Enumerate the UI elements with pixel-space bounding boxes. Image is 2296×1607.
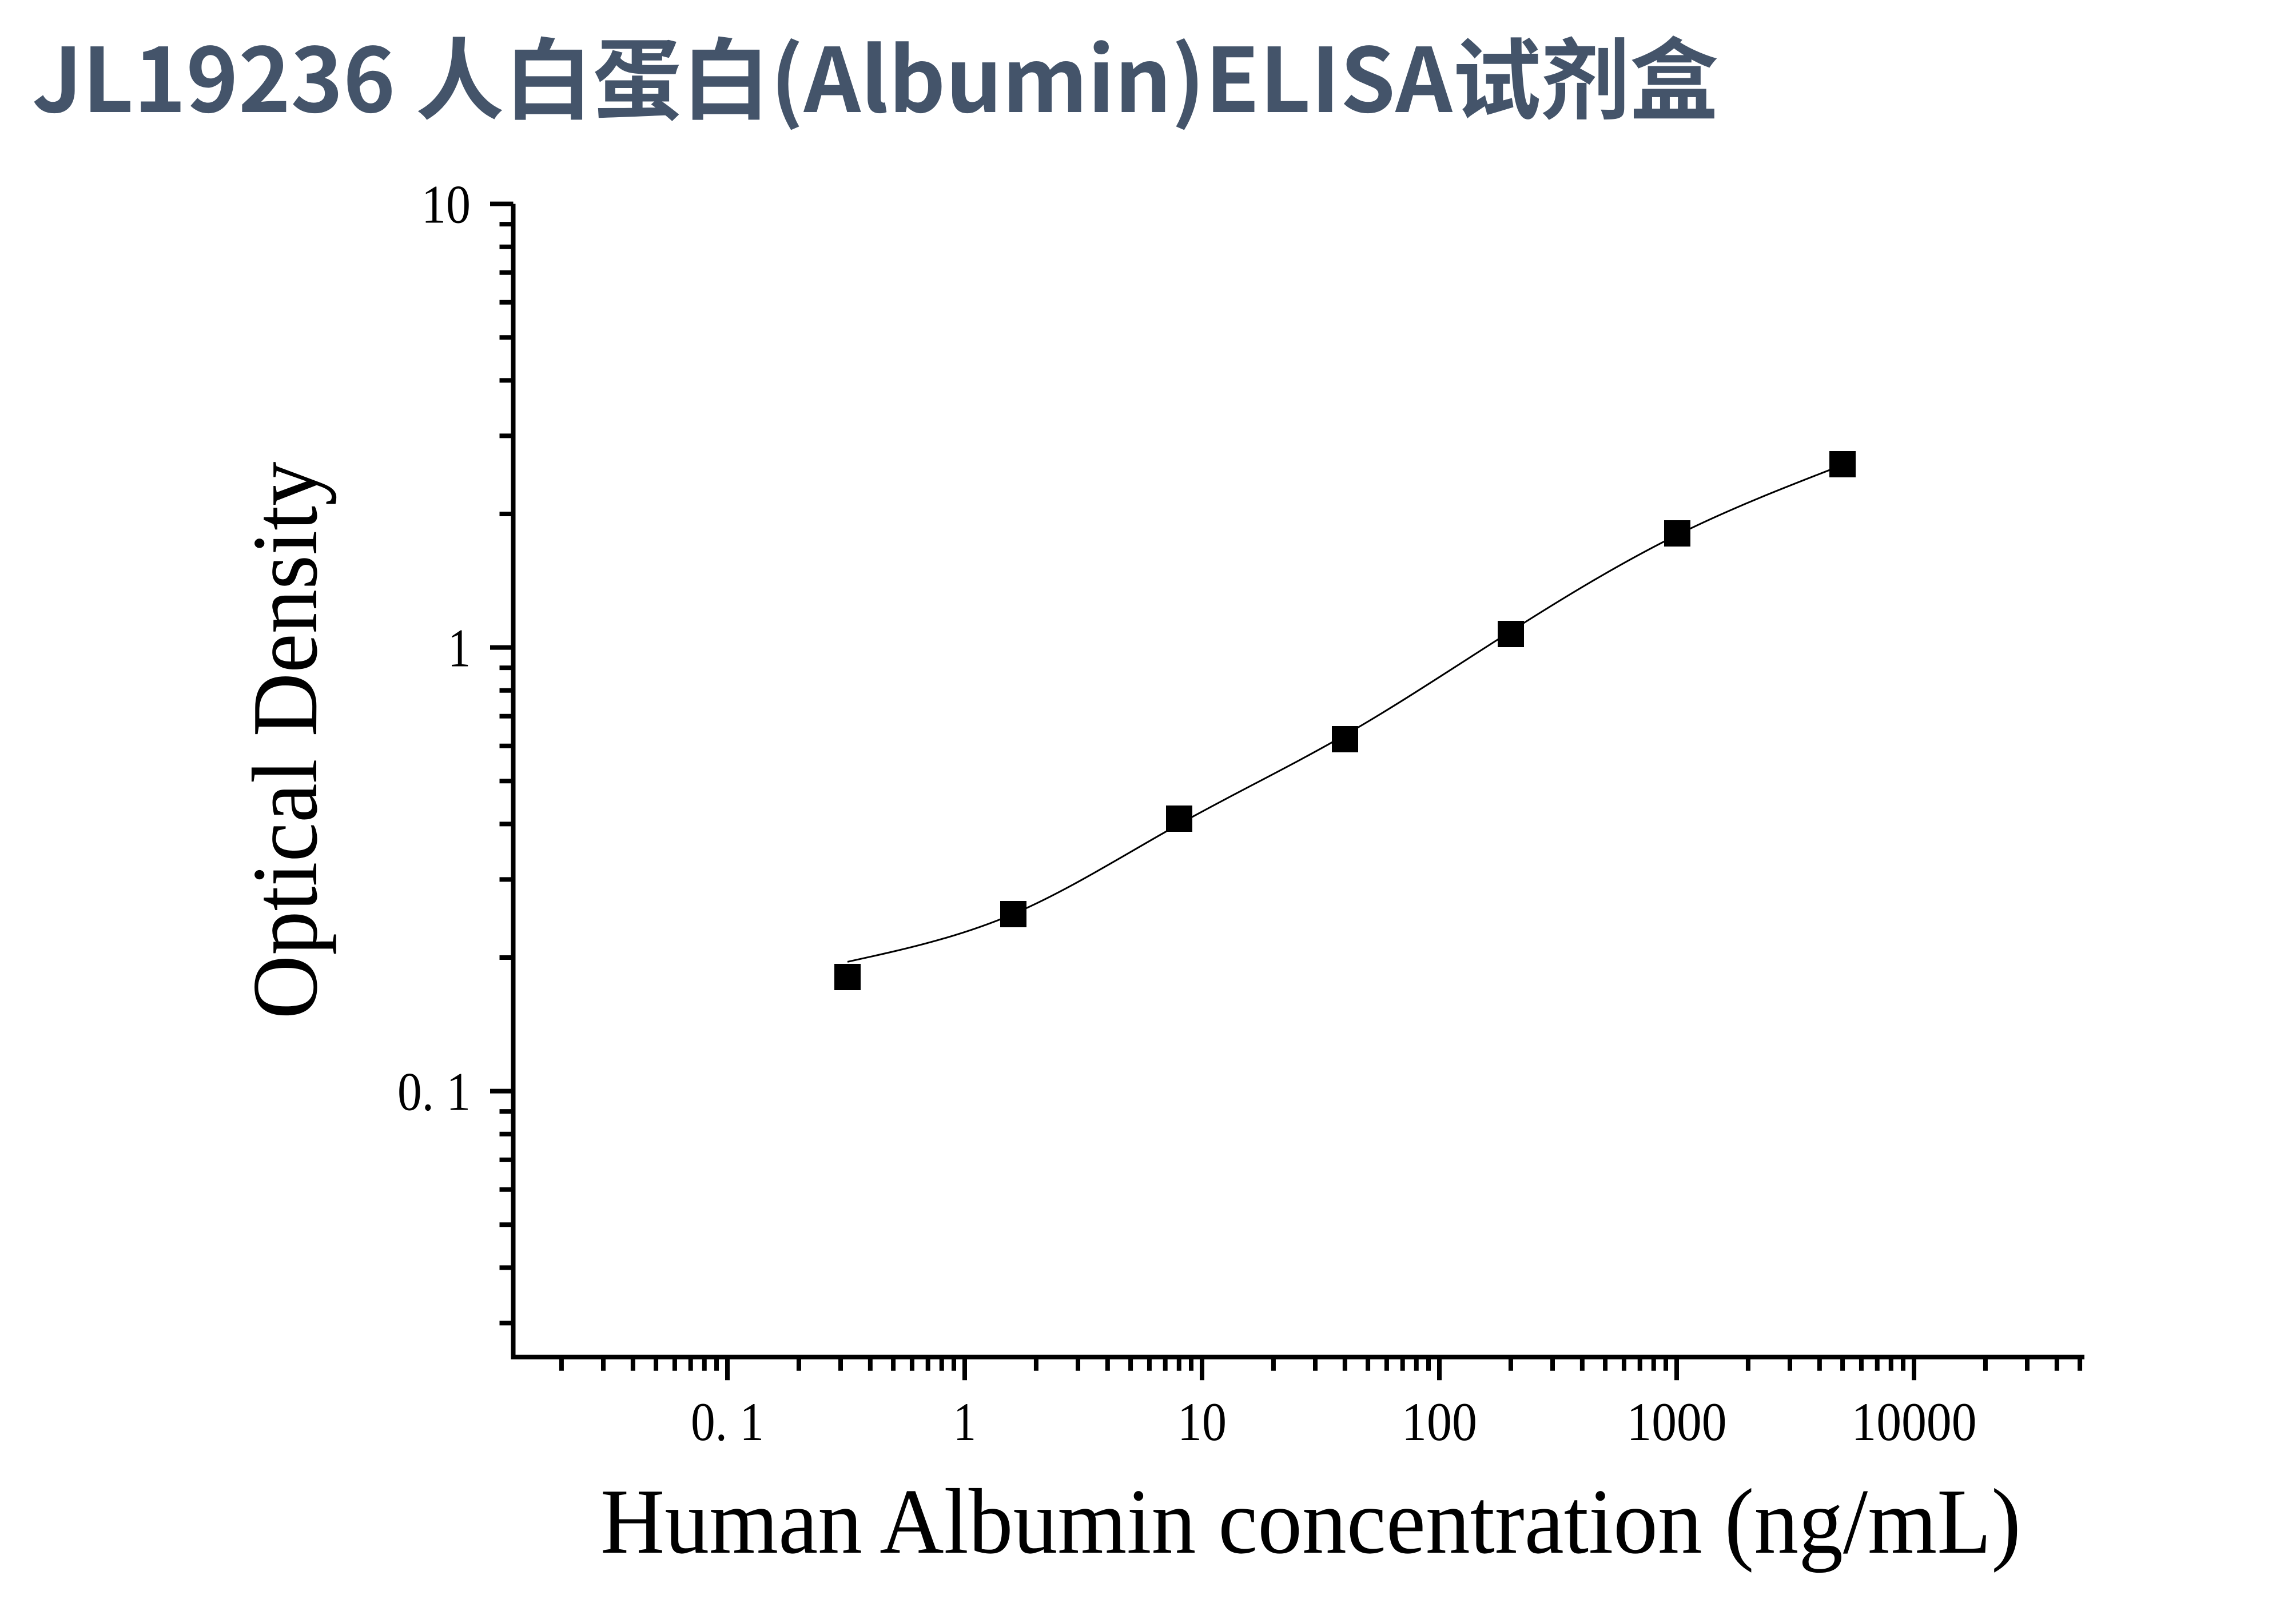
svg-text:100: 100: [1402, 1391, 1477, 1452]
svg-text:1: 1: [448, 618, 471, 679]
svg-text:10: 10: [421, 174, 471, 235]
svg-text:10000: 10000: [1852, 1391, 1977, 1452]
svg-text:0. 1: 0. 1: [397, 1062, 471, 1122]
svg-text:0. 1: 0. 1: [691, 1391, 764, 1452]
svg-text:Optical Density: Optical Density: [234, 462, 337, 1019]
svg-text:1: 1: [953, 1391, 976, 1452]
svg-text:10: 10: [1177, 1391, 1227, 1452]
svg-text:1000: 1000: [1627, 1391, 1727, 1452]
svg-text:Human Albumin concentration (n: Human Albumin concentration (ng/mL): [600, 1470, 2021, 1573]
